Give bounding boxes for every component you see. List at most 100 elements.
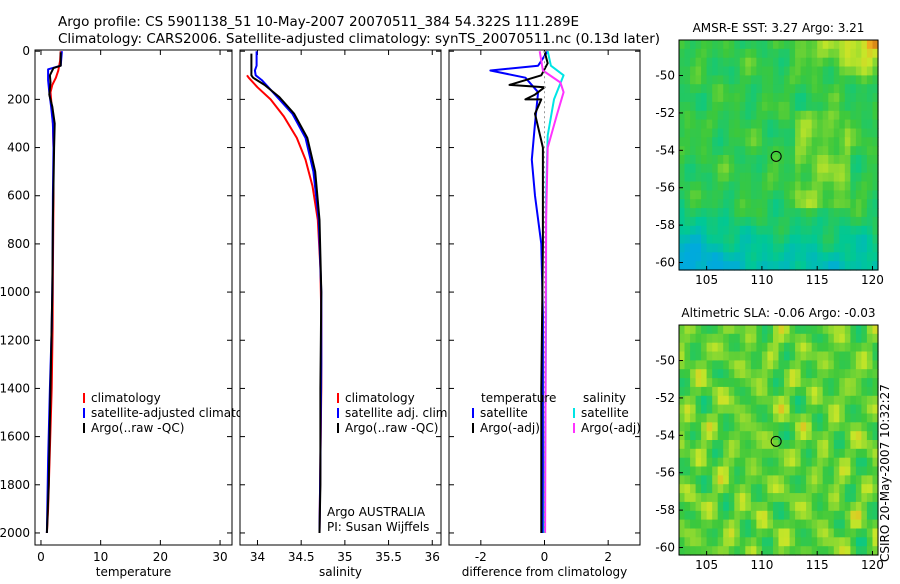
- sst_map-cell: [872, 234, 879, 244]
- sst_map-cell: [811, 155, 818, 165]
- sst_map-cell: [712, 119, 719, 129]
- sst_map-cell: [690, 199, 697, 209]
- temperature-ytick-label: 400: [7, 141, 30, 155]
- sla_map-cell: [850, 466, 857, 476]
- sst_map-cell: [784, 199, 791, 209]
- sst_map-cell: [872, 155, 879, 165]
- sla_map-cell: [717, 431, 724, 441]
- sla_map-cell: [817, 325, 824, 335]
- sst_map-cell: [690, 172, 697, 183]
- sst_map-cell: [734, 57, 741, 68]
- difference-xlabel: difference from climatology: [462, 565, 628, 579]
- sla_map-cell: [690, 325, 697, 335]
- sst_map-cell: [855, 155, 862, 165]
- sla_map-cell: [822, 528, 829, 538]
- sla_map-cell: [817, 395, 824, 406]
- sst_map-cell: [761, 128, 768, 138]
- sst_map-cell: [773, 93, 780, 103]
- sla_map-cell: [844, 510, 851, 521]
- sst_map-cell: [789, 57, 796, 68]
- sst_map-cell: [839, 119, 846, 129]
- sst_map-cell: [717, 181, 724, 191]
- sla_map-cell: [822, 440, 829, 450]
- sla_map-cell: [750, 546, 757, 556]
- sla_map-cell: [773, 537, 780, 547]
- sst_map-cell: [850, 261, 857, 271]
- sst_map-cell: [855, 163, 862, 174]
- sla_map-cell: [690, 395, 697, 406]
- sst_map-cell: [800, 155, 807, 165]
- sla_map-cell: [761, 501, 768, 512]
- temperature-ytick-label: 1000: [0, 285, 30, 299]
- sst_map-cell: [684, 208, 691, 218]
- sst_map-cell: [717, 48, 724, 59]
- sla_map-cell: [761, 457, 768, 468]
- sla_map-cell: [679, 440, 686, 450]
- sst_map-cell: [728, 225, 735, 236]
- sla_map-cell: [872, 528, 879, 538]
- sla_map-cell: [872, 395, 879, 406]
- sst_map-cell: [833, 137, 840, 147]
- sla_map-cell: [817, 448, 824, 459]
- sst_map-cell: [778, 66, 785, 76]
- sla_map-cell: [828, 386, 835, 397]
- sst_map-cell: [866, 208, 873, 218]
- sla_map-cell: [767, 475, 774, 485]
- sst_map-cell: [773, 199, 780, 209]
- sla_map-cell: [712, 422, 719, 432]
- sst_map-cell: [800, 66, 807, 76]
- sla_map-cell: [745, 360, 752, 370]
- sla_map-cell: [850, 484, 857, 494]
- sla_map-cell: [723, 448, 730, 459]
- sla_map-cell: [690, 510, 697, 521]
- sla_map-cell: [773, 510, 780, 521]
- sst_map-cell: [795, 155, 802, 165]
- sla_map-cell: [695, 493, 702, 503]
- sst_map-cell: [861, 163, 868, 174]
- sla_map-cell: [767, 413, 774, 423]
- sla_map-cell: [728, 457, 735, 468]
- sla_map-cell: [679, 519, 686, 529]
- sst_map-cell: [706, 234, 713, 244]
- sst_map-cell: [861, 261, 868, 271]
- sst_map-cell: [745, 66, 752, 76]
- sla_map-cell: [767, 395, 774, 406]
- sst_map-cell: [806, 243, 813, 253]
- sst_map-cell: [778, 75, 785, 85]
- sla_map-cell: [712, 440, 719, 450]
- sst_map-cell: [679, 128, 686, 138]
- sst_map-cell: [695, 119, 702, 129]
- sst_map-cell: [750, 146, 757, 156]
- sla_map-cell: [811, 448, 818, 459]
- sla_map-cell: [706, 546, 713, 556]
- sla_map-cell: [728, 493, 735, 503]
- sst_map-cell: [855, 40, 862, 50]
- sla_map-cell: [773, 528, 780, 538]
- sst_map-cell: [784, 261, 791, 271]
- sst_map-cell: [756, 48, 763, 59]
- sst_map-cell: [850, 84, 857, 94]
- sla_map-cell: [701, 475, 708, 485]
- salinity-xlabel: salinity: [319, 565, 362, 579]
- sst_map-cell: [723, 216, 730, 227]
- sst_map-cell: [817, 216, 824, 227]
- sla_map-cell: [679, 333, 686, 344]
- sla_map-cell: [822, 457, 829, 468]
- sla_map-cell: [861, 325, 868, 335]
- sla_map-cell: [806, 528, 813, 538]
- sla_map-cell: [717, 475, 724, 485]
- sla_map-cell: [800, 351, 807, 361]
- sla_map-cell: [773, 395, 780, 406]
- sst_map-cell: [866, 199, 873, 209]
- sst_map-cell: [778, 128, 785, 138]
- salinity-legend-label: climatology: [345, 391, 415, 405]
- sst_map-cell: [822, 234, 829, 244]
- sla_map-cell: [734, 466, 741, 476]
- sst_map-cell: [690, 101, 697, 112]
- sst_map-cell: [695, 208, 702, 218]
- sla_map-cell: [866, 493, 873, 503]
- sst_map-cell: [839, 57, 846, 68]
- sst_map-cell: [695, 110, 702, 121]
- sst_map-cell: [701, 208, 708, 218]
